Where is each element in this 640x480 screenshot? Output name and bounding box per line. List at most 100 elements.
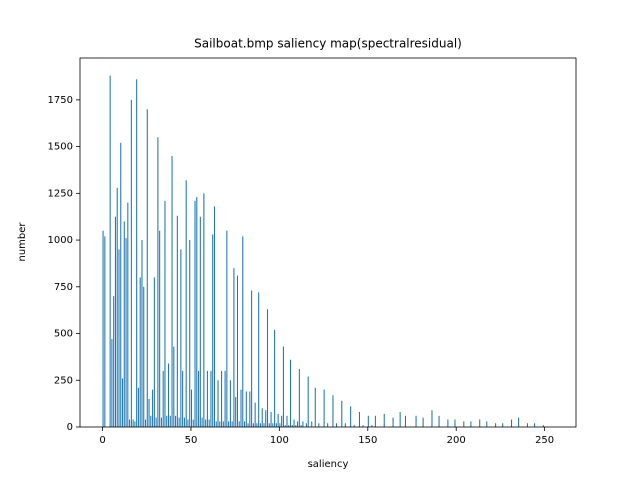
y-axis-label: number — [17, 222, 28, 262]
bar — [318, 423, 320, 427]
bar — [383, 413, 385, 427]
bar — [150, 415, 152, 427]
bar — [486, 421, 488, 427]
bar — [332, 395, 334, 427]
chart-title: Sailboat.bmp saliency map(spectralresidu… — [194, 37, 462, 51]
x-axis-label: saliency — [308, 459, 349, 470]
y-tick-label: 500 — [54, 329, 73, 340]
bar — [229, 380, 231, 427]
bar — [164, 200, 166, 427]
bar — [153, 277, 155, 427]
y-tick-label: 0 — [67, 422, 73, 433]
bar — [371, 425, 373, 427]
bar — [141, 240, 143, 427]
bar — [192, 419, 194, 427]
bar — [295, 425, 297, 427]
bar — [111, 339, 113, 427]
bar — [291, 425, 293, 427]
bar — [282, 346, 284, 427]
bar — [113, 296, 115, 427]
bar — [129, 419, 131, 427]
bar — [169, 415, 171, 427]
bar — [130, 99, 132, 427]
bar — [350, 406, 352, 427]
bar — [279, 423, 281, 427]
bar — [127, 202, 129, 427]
bar — [297, 421, 299, 427]
bar — [281, 415, 283, 427]
bar — [367, 415, 369, 427]
bar — [298, 369, 300, 427]
y-tick-label: 1250 — [48, 188, 73, 199]
x-tick-label: 50 — [185, 435, 198, 446]
bar — [114, 216, 116, 427]
bar — [245, 391, 247, 427]
bar — [238, 421, 240, 427]
bar — [240, 389, 242, 427]
bar — [137, 387, 139, 427]
bar — [244, 421, 246, 427]
bar — [104, 236, 106, 427]
bar — [157, 137, 159, 427]
bar — [132, 419, 134, 427]
bar — [178, 417, 180, 427]
bar — [251, 290, 253, 427]
bar — [274, 329, 276, 427]
bar — [166, 415, 168, 427]
bar — [289, 359, 292, 427]
bar — [293, 419, 295, 427]
bar — [194, 200, 196, 427]
bar — [196, 197, 198, 427]
x-tick-label: 0 — [99, 435, 105, 446]
bar — [206, 370, 208, 427]
bar — [300, 425, 302, 427]
bar — [217, 380, 219, 427]
bar — [284, 425, 286, 427]
bar — [272, 423, 274, 427]
bar — [185, 180, 187, 427]
bar — [219, 421, 221, 427]
bar — [231, 421, 233, 427]
x-tick-label: 150 — [358, 435, 377, 446]
bar — [221, 370, 223, 427]
bar — [270, 412, 272, 427]
bar — [210, 370, 212, 427]
bar — [268, 423, 270, 427]
bar — [265, 410, 267, 427]
bar — [511, 419, 513, 427]
bar — [198, 370, 200, 427]
x-tick-label: 200 — [447, 435, 466, 446]
bar — [305, 423, 307, 427]
bar — [146, 109, 148, 427]
y-tick-label: 250 — [54, 375, 73, 386]
bar — [335, 423, 338, 427]
bar — [495, 423, 497, 427]
bar — [203, 193, 205, 427]
bar — [199, 216, 201, 427]
bar — [302, 421, 304, 427]
bar — [212, 234, 214, 427]
bar — [404, 415, 406, 427]
bar — [134, 421, 136, 427]
bar — [438, 415, 440, 427]
bar — [121, 378, 124, 427]
bar — [215, 421, 217, 427]
bar — [189, 240, 191, 427]
bar — [275, 423, 277, 427]
bar — [542, 425, 544, 427]
bar — [431, 410, 433, 427]
bar — [159, 230, 161, 427]
bar — [344, 423, 346, 427]
bar — [518, 417, 520, 427]
bar — [362, 425, 364, 427]
bar — [205, 419, 207, 427]
bar — [143, 286, 145, 427]
bar — [358, 412, 361, 427]
bar — [123, 221, 125, 427]
bar — [120, 142, 122, 427]
bar — [286, 415, 288, 427]
bar — [139, 277, 141, 427]
bar — [252, 423, 254, 427]
